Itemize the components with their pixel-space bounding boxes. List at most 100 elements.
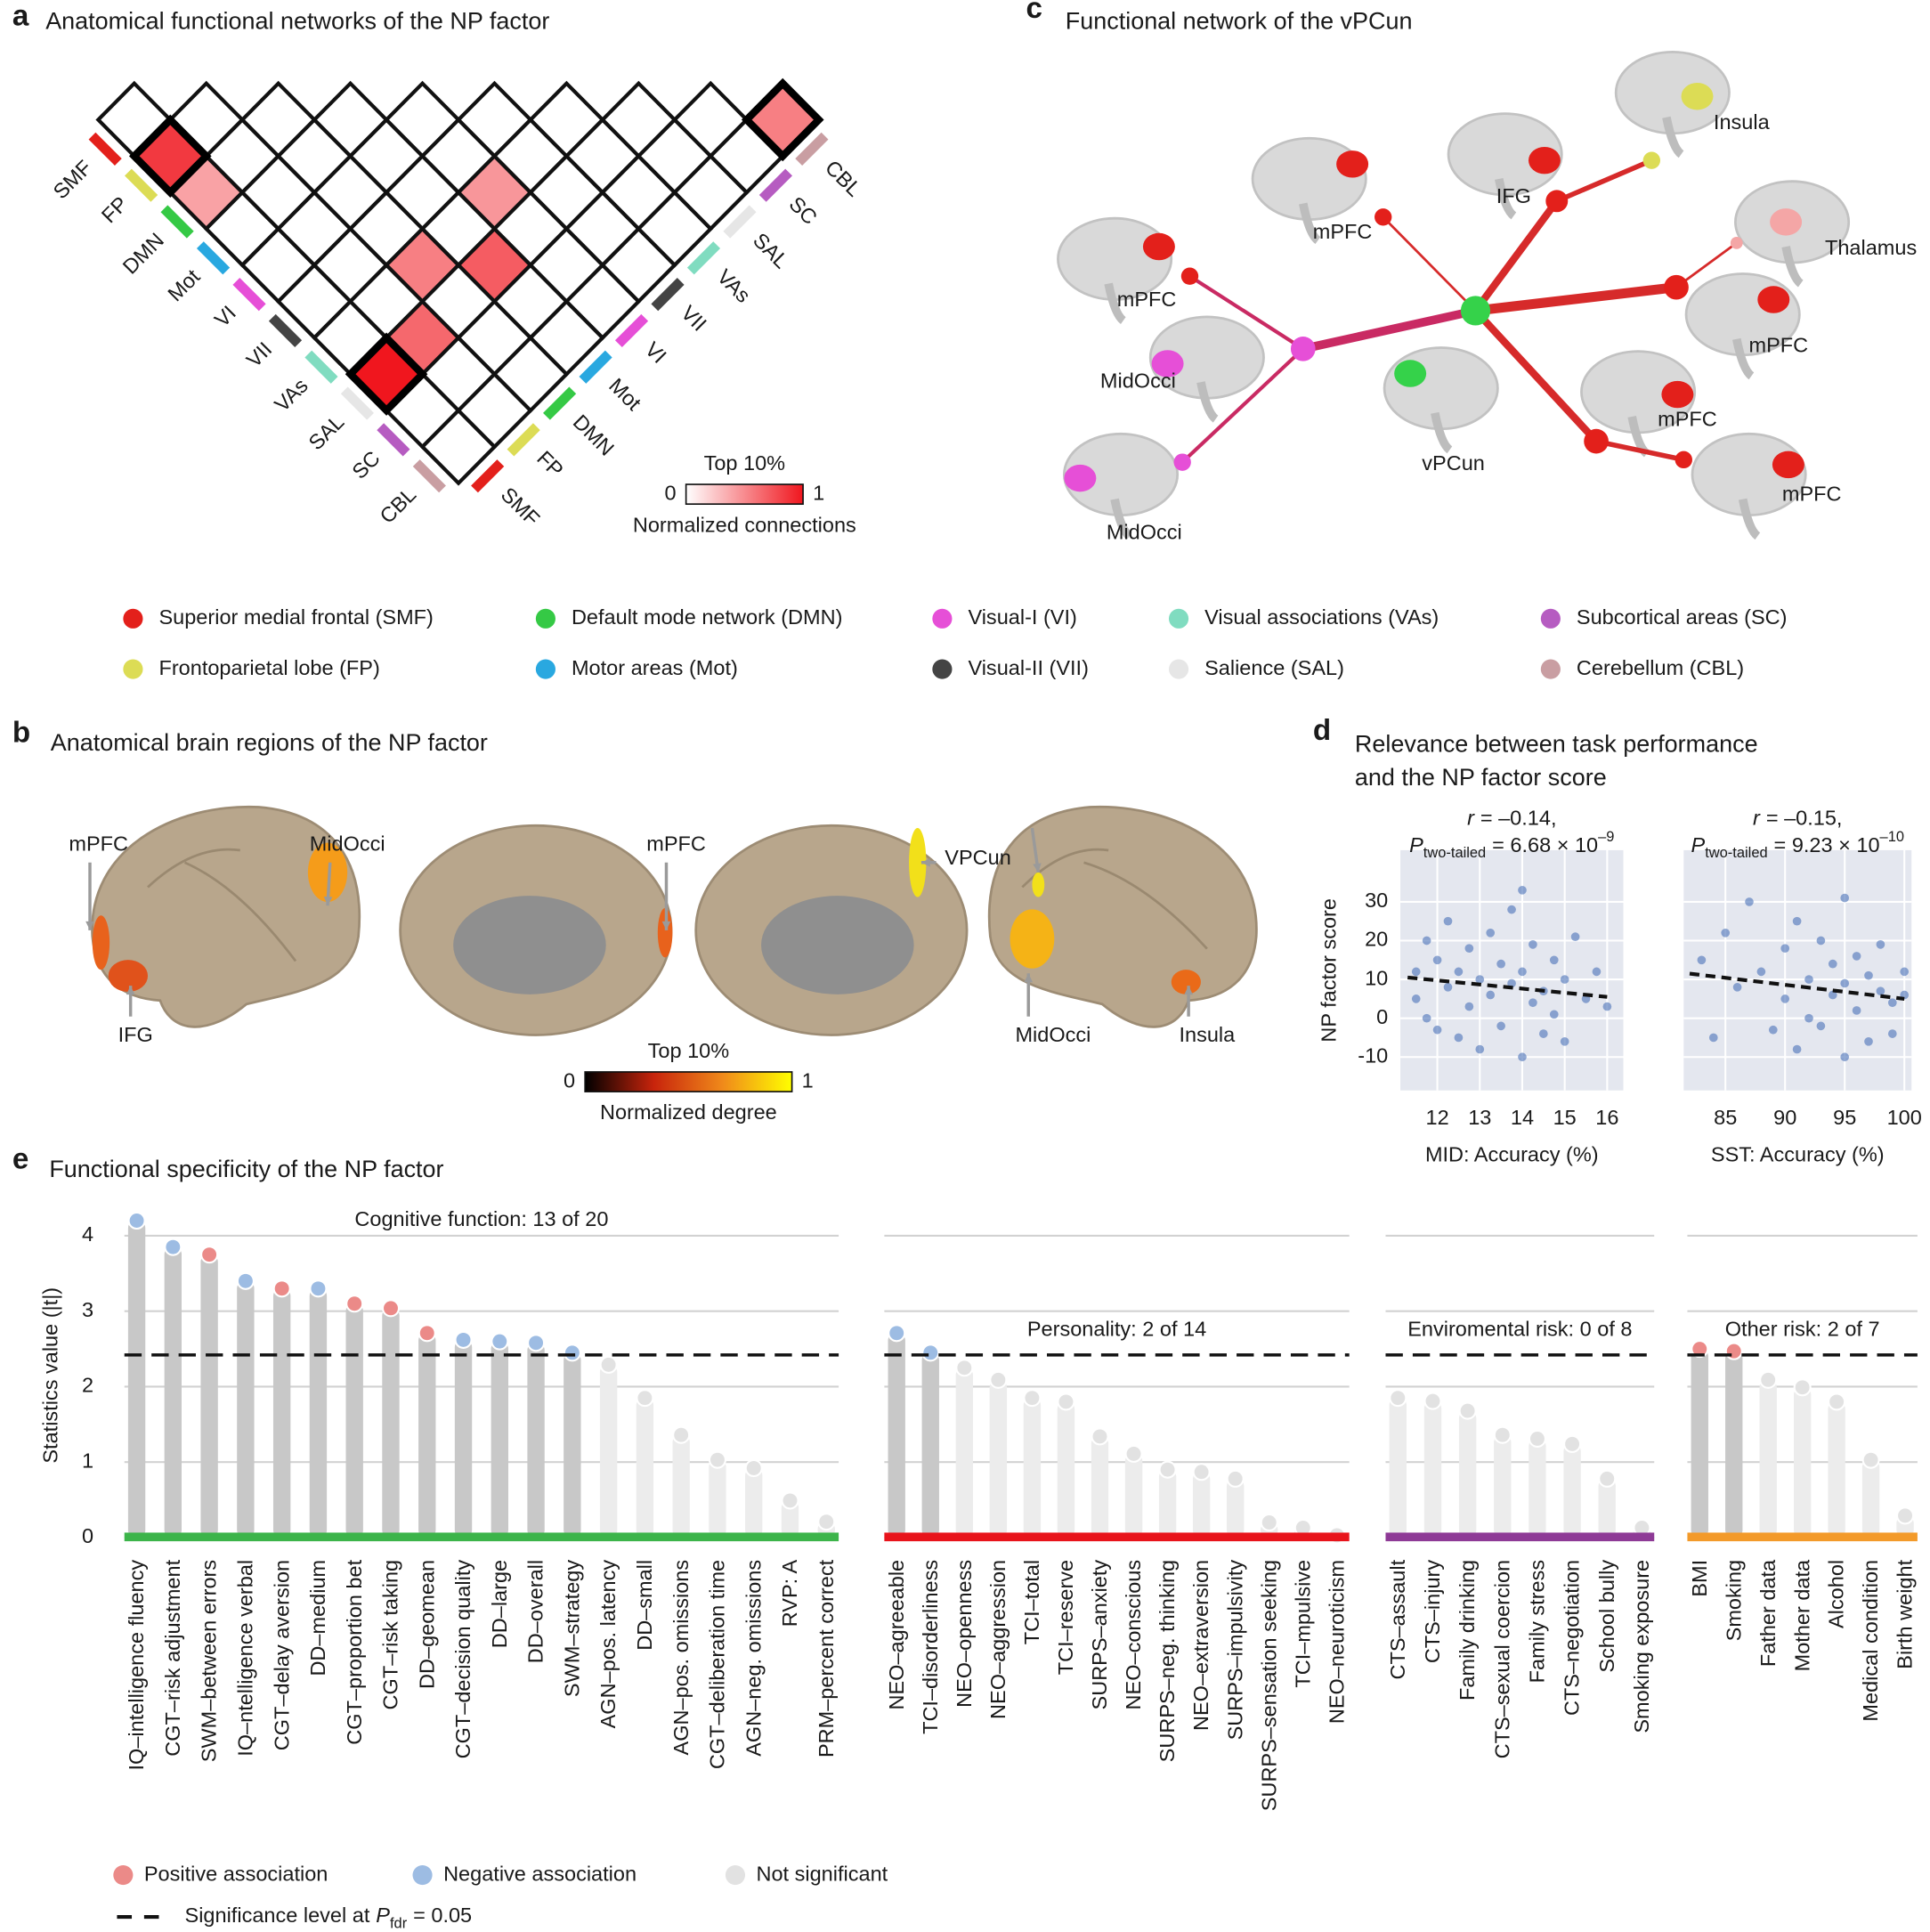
network-node (1290, 337, 1316, 361)
x-tick-label: 15 (1553, 1106, 1577, 1129)
region-label: Insula (1714, 110, 1771, 134)
x-tick-label: Father data (1756, 1559, 1780, 1667)
network-strip (471, 459, 505, 493)
brain-stem (1732, 337, 1755, 380)
network-strip (651, 278, 685, 312)
colorbar-title: Top 10% (648, 1039, 730, 1062)
network-strip (723, 205, 757, 239)
bar (1793, 1387, 1812, 1538)
pointer-arrowhead (1184, 986, 1193, 995)
network-strip (125, 168, 158, 202)
bar-cap (1896, 1506, 1915, 1525)
scatter-point (1745, 897, 1754, 906)
panel-label: a (12, 0, 29, 32)
network-label: VAs (270, 374, 312, 417)
scatter-point (1432, 955, 1442, 965)
bar (1158, 1469, 1177, 1538)
bar-cap (1563, 1434, 1582, 1453)
scatter-point (1475, 1044, 1485, 1054)
colorbar (685, 483, 804, 506)
bar-cap (345, 1295, 364, 1313)
network-strip (340, 386, 375, 420)
y-axis-label: Statistics value (|t|) (38, 1287, 61, 1464)
scatter-point (1792, 1044, 1802, 1054)
bar-cap (1423, 1392, 1442, 1410)
scatter-point (1887, 998, 1897, 1008)
region-label: mPFC (646, 832, 706, 856)
network-label: FP (532, 446, 568, 482)
text-part: r (1467, 807, 1475, 830)
brain-stem (1110, 498, 1132, 540)
network-strip (232, 278, 266, 312)
bar-cap (1458, 1401, 1477, 1420)
scatter-point (1732, 982, 1742, 992)
text-part: Significance level at (185, 1904, 370, 1927)
y-tick-label: 10 (1365, 966, 1388, 989)
x-tick-label: AGN–pos. latency (596, 1560, 620, 1729)
network-node (1375, 208, 1392, 226)
region-blob (1064, 464, 1097, 492)
scatter-point (1852, 952, 1861, 961)
scatter-point (1708, 1033, 1718, 1043)
legend-swatch (1540, 659, 1561, 679)
region-label: vPCun (1422, 451, 1485, 475)
brain-surface (91, 805, 361, 1028)
scatter-point (1602, 1002, 1612, 1011)
scatter-point (1507, 978, 1516, 988)
scatter-point (1840, 1052, 1850, 1062)
scatter-point (1828, 990, 1837, 1000)
cell-outline (741, 77, 824, 162)
region-label: VPCun (945, 846, 1011, 869)
text-part: fdr (390, 1916, 408, 1932)
region-label: mPFC (1749, 333, 1809, 356)
x-tick-label: AGN–pos. omissions (669, 1560, 693, 1756)
legend-label: Visual associations (VAs) (1204, 605, 1439, 629)
group-baseline (884, 1532, 1350, 1542)
legend-label: Visual-I (VI) (968, 605, 1076, 629)
bar-cap (1759, 1370, 1778, 1389)
network-strip (579, 350, 612, 384)
brain-stem (1738, 498, 1761, 540)
x-tick-label: NEO–aggression (986, 1560, 1010, 1719)
network-strip (268, 313, 303, 348)
bar-cap (1493, 1425, 1512, 1444)
colorbar-tick-label: 0 (564, 1068, 575, 1092)
text-part: P (1409, 833, 1423, 856)
bar-cap (1389, 1389, 1407, 1408)
network-strip (795, 132, 829, 166)
group-baseline (1687, 1532, 1918, 1542)
y-axis-label: NP factor score (1317, 898, 1340, 1043)
region-blob (1681, 83, 1714, 110)
x-tick-label: TCI–disorderliness (919, 1560, 942, 1734)
brain-thumbnail (1251, 136, 1367, 221)
scatter-point (1518, 1052, 1527, 1062)
legend-swatch (535, 659, 555, 679)
network-label: DMN (118, 229, 168, 279)
legend-label: Visual-II (VII) (968, 656, 1088, 679)
region-blob (1770, 208, 1803, 236)
scatter-point (1864, 1036, 1873, 1046)
x-axis-label: MID: Accuracy (%) (1425, 1142, 1599, 1165)
bar-cap (491, 1332, 509, 1351)
region-blob (1336, 150, 1369, 178)
x-tick-label: 85 (1714, 1106, 1737, 1129)
brain-thumbnail (1383, 346, 1499, 431)
legend-swatch (113, 1864, 134, 1886)
bar (454, 1339, 473, 1538)
bar (127, 1221, 146, 1538)
x-tick-label: SWM–between errors (198, 1560, 221, 1762)
x-tick-label: Birth weight (1894, 1559, 1917, 1668)
x-tick-label: AGN–neg. omissions (742, 1560, 765, 1757)
activation-blob (108, 960, 149, 993)
x-tick-label: Smoking exposure (1630, 1560, 1653, 1733)
scatter-point (1592, 967, 1602, 977)
bar (888, 1333, 905, 1538)
network-label: SMF (497, 483, 544, 530)
pointer-arrowhead (1024, 973, 1034, 983)
activation-blob (909, 828, 927, 897)
brain-stem (1662, 116, 1684, 158)
network-edge (1472, 308, 1600, 444)
bar (1598, 1478, 1616, 1538)
bar (200, 1254, 218, 1538)
bar (1227, 1478, 1245, 1538)
